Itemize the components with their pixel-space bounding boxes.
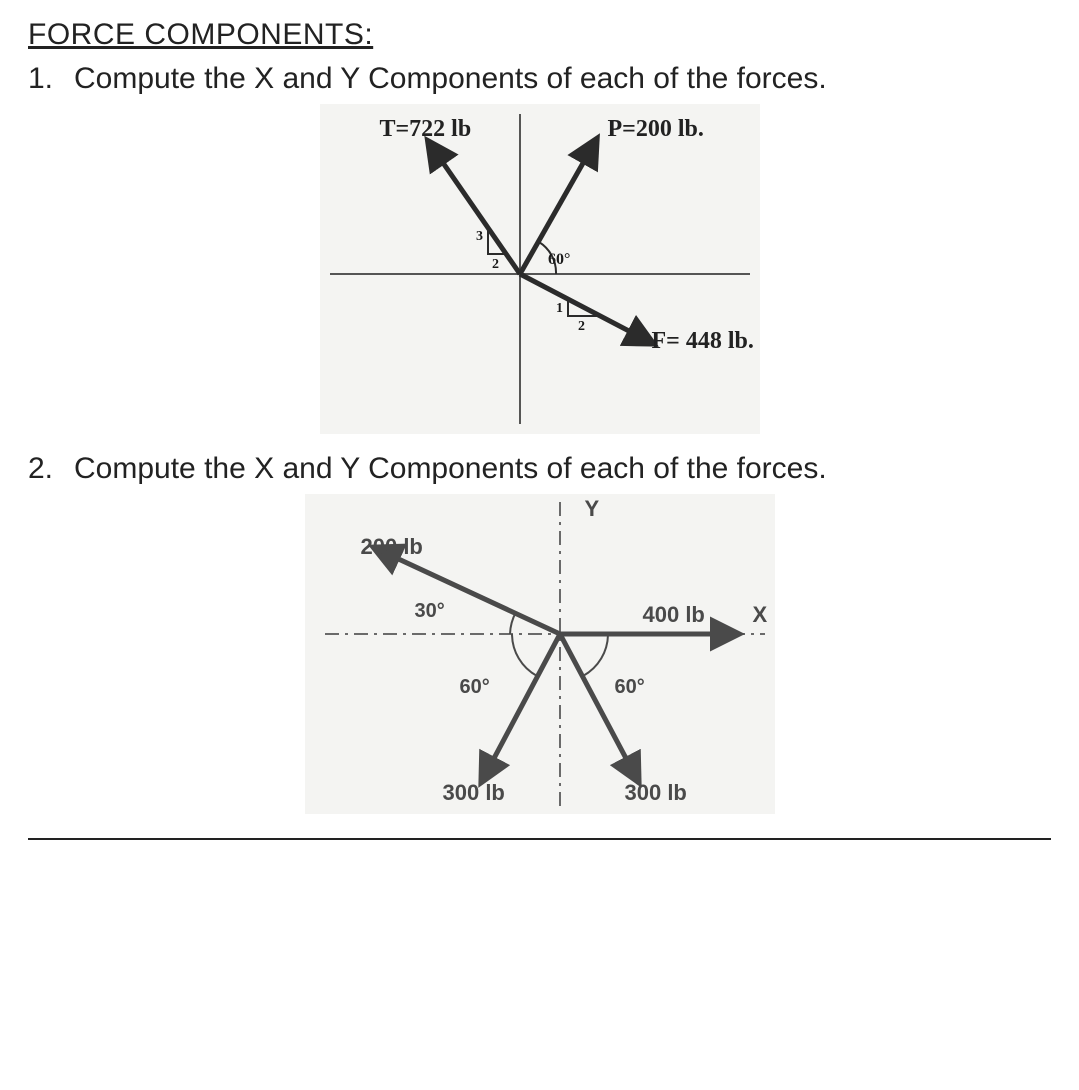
problem-1: 1. Compute the X and Y Components of eac… <box>28 62 1051 96</box>
problem-1-text: Compute the X and Y Components of each o… <box>74 62 1051 96</box>
axis-label-y: Y <box>585 496 600 522</box>
problem-2: 2. Compute the X and Y Components of eac… <box>28 452 1051 486</box>
angle-label-200: 30° <box>415 600 445 623</box>
slope-F-rise: 1 <box>556 301 563 316</box>
slope-F-run: 2 <box>578 319 585 334</box>
problem-2-text: Compute the X and Y Components of each o… <box>74 452 1051 486</box>
problem-2-number: 2. <box>28 452 74 486</box>
label-200: 200 lb <box>361 534 423 560</box>
slope-T-run: 2 <box>492 257 499 272</box>
label-400: 400 lb <box>643 602 705 628</box>
page: FORCE COMPONENTS: 1. Compute the X and Y… <box>0 0 1079 858</box>
slope-T-rise: 3 <box>476 229 483 244</box>
figure-2: Y X 200 lb 400 lb 300 lb 300 lb 30° 60° … <box>305 494 775 814</box>
label-F: F= 448 lb. <box>652 328 754 355</box>
problem-1-number: 1. <box>28 62 74 96</box>
figure-1-bg <box>320 104 760 434</box>
label-T: T=722 lb <box>380 116 472 143</box>
angle-label-300-left: 60° <box>460 676 490 699</box>
label-300-left: 300 lb <box>443 780 505 806</box>
figure-1-svg: 3 2 60° 1 2 <box>320 104 760 434</box>
figure-1: 3 2 60° 1 2 T=722 lb P=200 lb. F= 448 lb… <box>320 104 760 434</box>
figure-2-wrap: Y X 200 lb 400 lb 300 lb 300 lb 30° 60° … <box>28 494 1051 814</box>
bottom-rule <box>28 838 1051 840</box>
axis-label-x: X <box>753 602 768 628</box>
label-P: P=200 lb. <box>608 116 704 143</box>
angle-label-P: 60° <box>548 251 570 268</box>
section-title: FORCE COMPONENTS: <box>28 18 1051 52</box>
angle-label-300-right: 60° <box>615 676 645 699</box>
figure-1-wrap: 3 2 60° 1 2 T=722 lb P=200 lb. F= 448 lb… <box>28 104 1051 434</box>
label-300-right: 300 lb <box>625 780 687 806</box>
